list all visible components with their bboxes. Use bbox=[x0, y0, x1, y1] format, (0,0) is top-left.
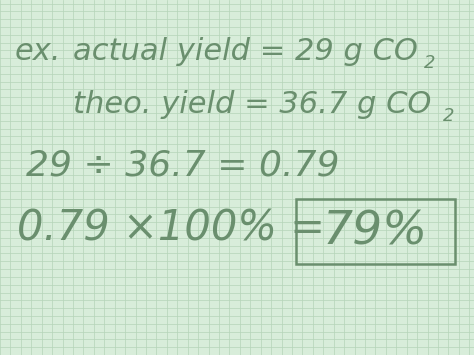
Text: actual yield = 29 g CO: actual yield = 29 g CO bbox=[73, 37, 419, 66]
Text: 0.79 ×100% =: 0.79 ×100% = bbox=[17, 208, 325, 250]
Text: 29 ÷ 36.7 = 0.79: 29 ÷ 36.7 = 0.79 bbox=[26, 148, 339, 182]
Text: 79%: 79% bbox=[323, 209, 428, 254]
Text: 2: 2 bbox=[443, 107, 455, 125]
Text: ex.: ex. bbox=[14, 37, 61, 66]
Text: 2: 2 bbox=[424, 54, 436, 72]
Text: theo. yield = 36.7 g CO: theo. yield = 36.7 g CO bbox=[73, 90, 432, 119]
